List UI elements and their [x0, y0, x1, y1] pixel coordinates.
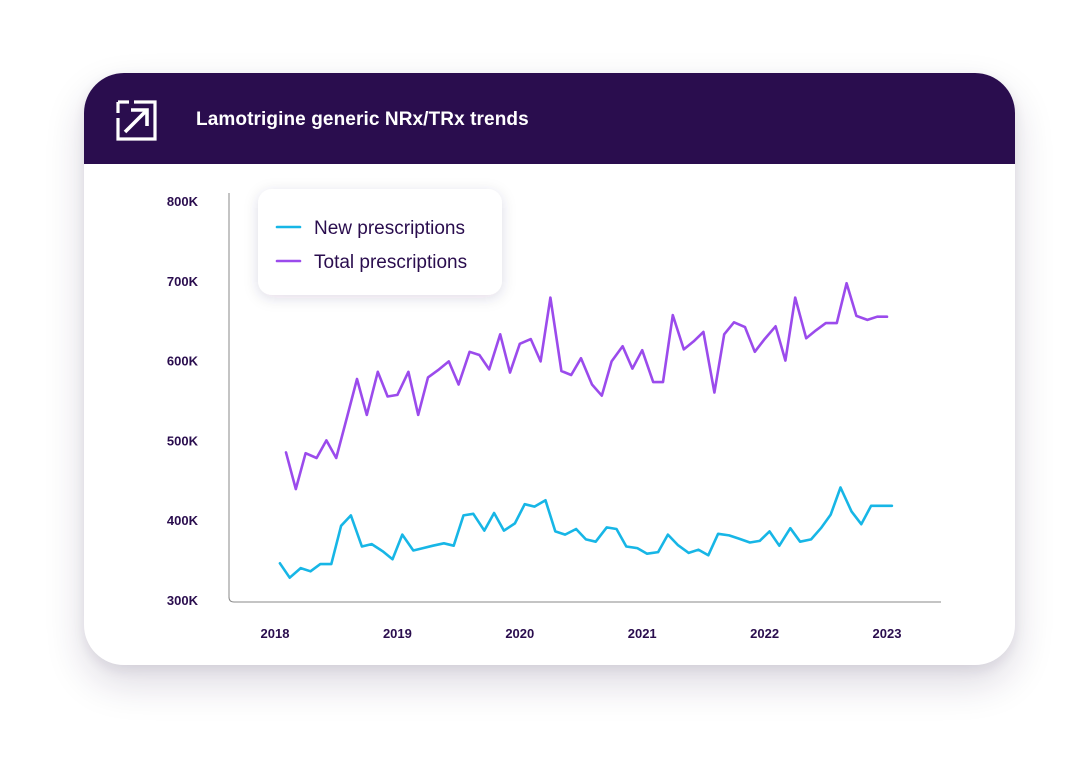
y-axis: 300K 400K 500K 600K 700K 800K — [167, 193, 235, 608]
y-tick-label: 300K — [167, 593, 199, 608]
axis-corner — [228, 596, 235, 603]
x-tick-label: 2023 — [873, 626, 902, 641]
x-tick-label: 2020 — [505, 626, 534, 641]
x-tick-label: 2018 — [261, 626, 290, 641]
y-tick-label: 600K — [167, 354, 199, 369]
arrow-out-box-icon — [116, 100, 157, 141]
legend-box — [258, 189, 502, 295]
x-axis: 2018 2019 2020 2021 2022 2023 — [234, 601, 941, 641]
card-header: Lamotrigine generic NRx/TRx trends — [84, 73, 1015, 164]
legend-label: Total prescriptions — [314, 252, 467, 273]
y-tick-label: 700K — [167, 274, 199, 289]
legend-label: New prescriptions — [314, 218, 465, 239]
chart-legend: New prescriptions Total prescriptions — [258, 189, 502, 295]
plot-series — [278, 281, 894, 580]
y-tick-label: 800K — [167, 194, 199, 209]
x-tick-label: 2022 — [750, 626, 779, 641]
y-tick-label: 500K — [167, 433, 199, 448]
x-tick-label: 2019 — [383, 626, 412, 641]
chart-card: Lamotrigine generic NRx/TRx trends — [84, 73, 1015, 665]
series-line-total-prescriptions — [284, 281, 889, 491]
x-tick-label: 2021 — [628, 626, 657, 641]
y-tick-label: 400K — [167, 513, 199, 528]
series-line-new-prescriptions — [278, 486, 894, 580]
chart-title: Lamotrigine generic NRx/TRx trends — [196, 109, 529, 130]
